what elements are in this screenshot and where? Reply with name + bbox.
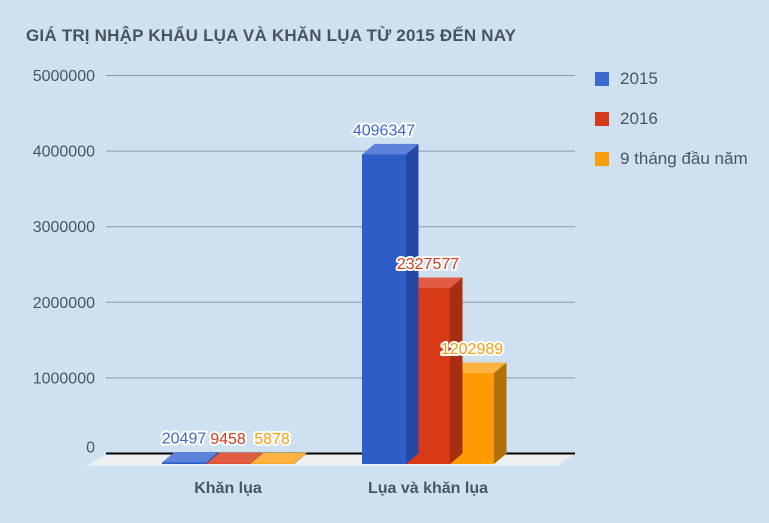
bar-value-label: 9458 <box>210 431 246 448</box>
bar-value-label: 5878 <box>254 431 290 448</box>
legend-label: 9 tháng đầu năm <box>620 149 748 168</box>
bar-side-face <box>250 452 263 464</box>
legend-swatch <box>595 112 609 126</box>
bar-value-label: 20497 <box>162 430 207 447</box>
legend-item: 2015 <box>595 69 748 89</box>
bar-side-face <box>406 143 419 464</box>
bar-2015-Khăn lụa <box>162 451 219 464</box>
bar-value-label: 1202989 <box>441 341 503 358</box>
bar-front-face <box>362 154 406 464</box>
bar-front-face <box>206 463 250 464</box>
legend-swatch <box>595 152 609 166</box>
chart-title: GIÁ TRỊ NHẬP KHẨU LỤA VÀ KHĂN LỤA TỪ 201… <box>26 26 517 45</box>
bar-top-face <box>162 451 219 463</box>
bar-side-face <box>450 277 463 464</box>
y-tick-label: 2000000 <box>33 295 95 312</box>
legend-swatch <box>595 72 609 86</box>
legend-label: 2016 <box>620 109 658 128</box>
legend: 2015 2016 9 tháng đầu năm <box>595 69 748 189</box>
bar-top-face <box>206 452 263 464</box>
bar-top-face <box>406 277 463 289</box>
legend-item: 2016 <box>595 109 748 129</box>
bar-top-face <box>362 143 419 155</box>
bar-side-face <box>206 451 219 464</box>
bar-2016-Khăn lụa <box>206 452 263 464</box>
y-tick-label: 1000000 <box>33 370 95 387</box>
bar-front-face <box>162 462 206 464</box>
legend-label: 2015 <box>620 69 658 88</box>
bar-2015-Lụa và khăn lụa <box>362 143 419 464</box>
bar-side-face <box>494 362 507 464</box>
x-category-label: Khăn lụa <box>194 480 262 497</box>
bar-value-label: 2327577 <box>397 256 459 273</box>
y-tick-label: 0 <box>86 440 95 457</box>
y-tick-label: 5000000 <box>33 68 95 85</box>
bar-top-face <box>450 362 507 374</box>
bar-top-face <box>250 452 307 464</box>
bar-9 tháng đầu năm-Khăn lụa <box>250 452 307 464</box>
bar-front-face <box>250 463 294 464</box>
legend-item: 9 tháng đầu năm <box>595 149 748 169</box>
bar-side-face <box>294 452 307 464</box>
y-tick-label: 4000000 <box>33 144 95 161</box>
y-tick-label: 3000000 <box>33 219 95 236</box>
bar-value-label: 4096347 <box>353 122 415 139</box>
x-category-label: Lụa và khăn lụa <box>368 480 488 497</box>
